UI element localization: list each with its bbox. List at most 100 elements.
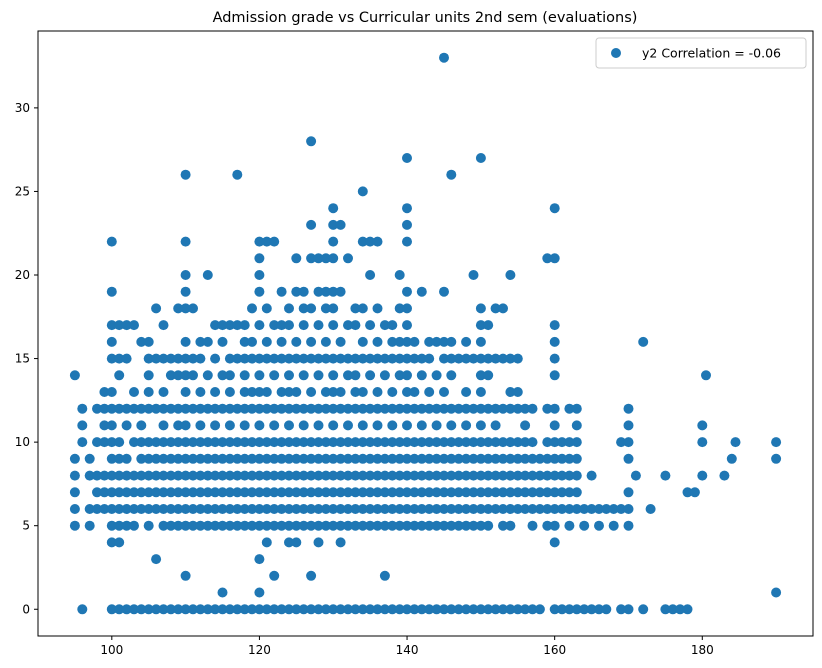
scatter-point — [394, 370, 405, 381]
scatter-point — [224, 420, 235, 431]
scatter-point — [284, 320, 294, 331]
scatter-point — [542, 403, 553, 414]
scatter-point — [210, 387, 221, 397]
scatter-point — [586, 504, 597, 514]
legend-marker — [611, 48, 621, 58]
scatter-point — [121, 453, 132, 464]
scatter-point — [387, 453, 398, 464]
scatter-point — [247, 453, 257, 464]
scatter-point — [431, 420, 442, 431]
scatter-point — [431, 403, 442, 414]
scatter-point — [357, 336, 368, 347]
scatter-point — [298, 370, 309, 381]
scatter-point — [416, 470, 427, 481]
scatter-point — [106, 286, 117, 297]
scatter-point — [564, 437, 575, 448]
scatter-point — [335, 487, 346, 498]
scatter-point — [586, 604, 597, 615]
scatter-point — [512, 353, 523, 364]
scatter-point — [69, 370, 80, 381]
scatter-point — [77, 604, 88, 615]
scatter-point — [202, 487, 213, 498]
scatter-point — [475, 437, 486, 448]
scatter-point — [439, 437, 449, 448]
scatter-point — [158, 453, 169, 464]
scatter-point — [232, 487, 243, 498]
scatter-point — [173, 403, 184, 414]
scatter-point — [328, 353, 339, 364]
scatter-point — [623, 420, 634, 431]
x-axis: 100 120 140 160 180 — [100, 636, 714, 657]
scatter-point — [284, 537, 294, 548]
scatter-point — [143, 437, 154, 448]
scatter-point — [402, 387, 412, 397]
scatter-point — [217, 604, 228, 615]
scatter-point — [195, 387, 206, 397]
scatter-point — [483, 487, 494, 498]
scatter-point — [387, 387, 398, 397]
scatter-point — [158, 403, 169, 414]
scatter-point — [195, 336, 206, 347]
scatter-point — [180, 437, 191, 448]
scatter-point — [254, 403, 265, 414]
y-tick-label: 15 — [15, 352, 30, 366]
scatter-point — [335, 537, 346, 548]
scatter-point — [328, 387, 339, 397]
scatter-point — [210, 604, 221, 615]
scatter-point — [402, 604, 412, 615]
scatter-point — [343, 453, 353, 464]
scatter-point — [328, 604, 339, 615]
scatter-point — [431, 370, 442, 381]
scatter-point — [357, 487, 368, 498]
scatter-point — [461, 487, 472, 498]
scatter-point — [468, 453, 479, 464]
scatter-point — [365, 604, 376, 615]
scatter-point — [394, 487, 405, 498]
scatter-point — [402, 153, 412, 163]
scatter-point — [409, 387, 420, 397]
scatter-point — [520, 470, 531, 481]
data-points — [69, 52, 782, 615]
scatter-point — [719, 470, 730, 481]
scatter-point — [284, 437, 294, 448]
scatter-point — [320, 453, 331, 464]
scatter-point — [239, 487, 250, 498]
scatter-point — [180, 453, 191, 464]
scatter-point — [239, 387, 250, 397]
scatter-point — [276, 504, 287, 514]
scatter-point — [306, 453, 317, 464]
scatter-point — [431, 487, 442, 498]
scatter-point — [365, 403, 376, 414]
scatter-point — [505, 604, 516, 615]
scatter-point — [357, 604, 368, 615]
scatter-point — [269, 604, 280, 615]
scatter-point — [180, 403, 191, 414]
y-tick-label: 20 — [15, 268, 30, 282]
scatter-point — [276, 520, 287, 531]
scatter-point — [77, 420, 88, 431]
scatter-point — [490, 353, 501, 364]
scatter-point — [202, 336, 213, 347]
scatter-point — [254, 520, 265, 531]
scatter-point — [623, 487, 634, 498]
scatter-point — [84, 470, 95, 481]
scatter-point — [306, 604, 317, 615]
scatter-point — [372, 336, 383, 347]
scatter-point — [180, 570, 191, 581]
scatter-point — [387, 420, 398, 431]
scatter-point — [195, 403, 206, 414]
scatter-point — [446, 520, 457, 531]
scatter-point — [77, 403, 88, 414]
scatter-point — [276, 487, 287, 498]
scatter-point — [217, 320, 228, 331]
scatter-point — [114, 320, 125, 331]
scatter-point — [232, 320, 243, 331]
scatter-point — [343, 520, 353, 531]
scatter-point — [343, 420, 353, 431]
scatter-point — [402, 437, 412, 448]
scatter-point — [372, 236, 383, 247]
scatter-point — [483, 353, 494, 364]
scatter-point — [682, 487, 693, 498]
scatter-point — [106, 387, 117, 397]
y-tick-label: 25 — [15, 184, 30, 198]
